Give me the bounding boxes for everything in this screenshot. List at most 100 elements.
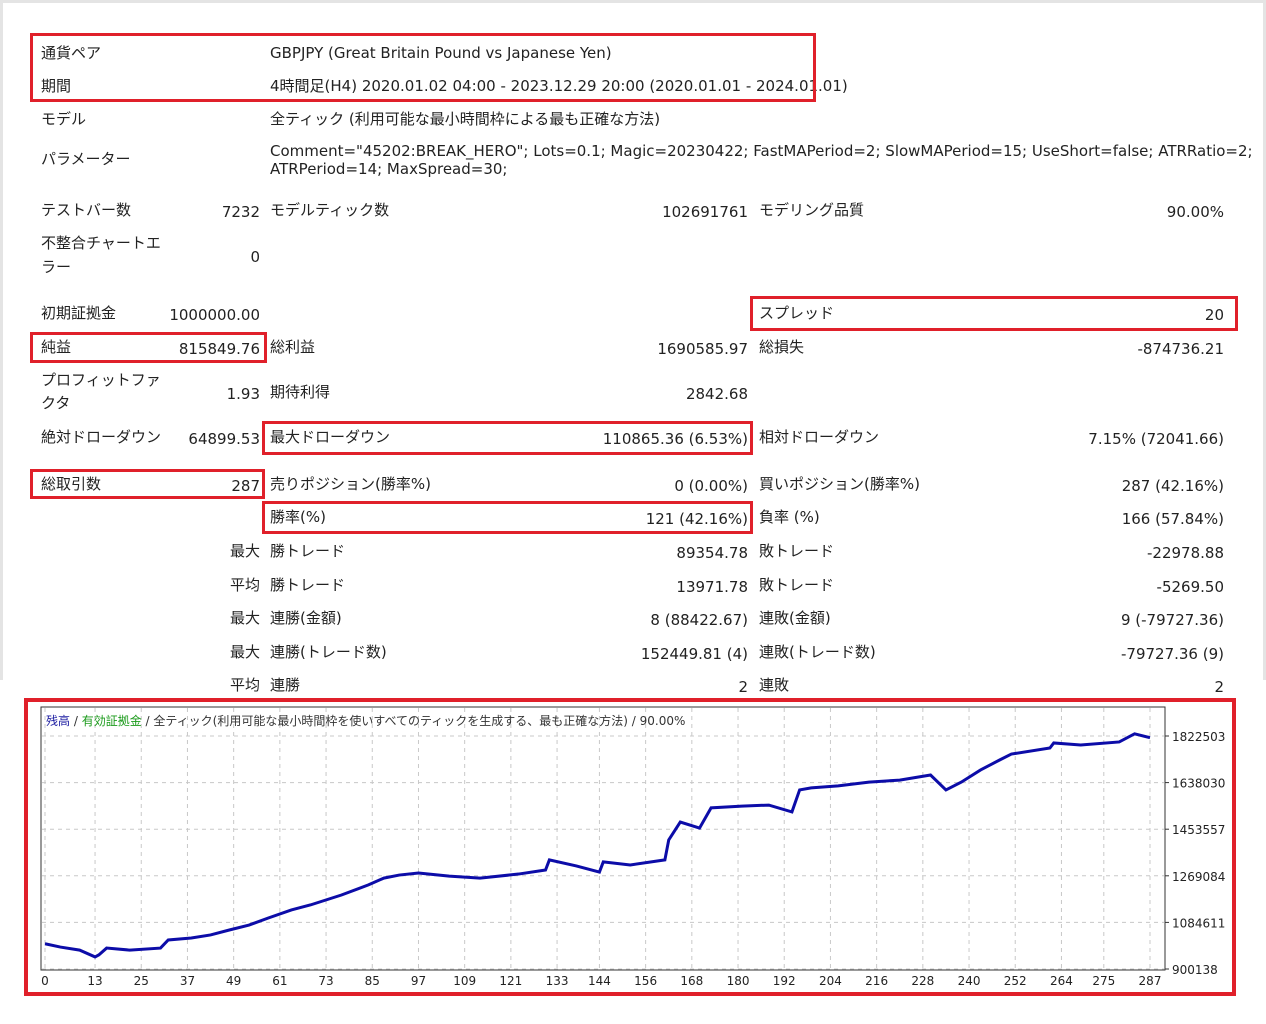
label: 最大 bbox=[229, 642, 260, 661]
legend-rest: / 全ティック(利用可能な最小時間枠を使いすべてのティックを生成する、最も正確な… bbox=[142, 713, 686, 728]
label: 最大 bbox=[229, 542, 260, 560]
legend-equity: 有効証拠金 bbox=[82, 713, 142, 728]
label: 総損失 bbox=[759, 338, 805, 356]
chart-legend: 残高 / 有効証拠金 / 全ティック(利用可能な最小時間枠を使いすべてのティック… bbox=[46, 713, 685, 728]
label: 初期証拠金 bbox=[41, 304, 117, 322]
label: 勝率(%) bbox=[270, 508, 326, 526]
value: 0 (0.00%) bbox=[674, 477, 748, 495]
label: 不整合チャートエ bbox=[41, 234, 161, 252]
label: 連敗 bbox=[759, 676, 790, 694]
x-tick-label: 133 bbox=[546, 974, 569, 988]
value: 64899.53 bbox=[188, 430, 260, 448]
value: 4時間足(H4) 2020.01.02 04:00 - 2023.12.29 2… bbox=[270, 77, 848, 95]
label: 絶対ドローダウン bbox=[41, 428, 162, 446]
value: 90.00% bbox=[1166, 203, 1224, 221]
x-tick-label: 121 bbox=[499, 974, 522, 988]
label: 連敗(金額) bbox=[759, 609, 831, 627]
label: 敗トレード bbox=[759, 542, 835, 560]
x-tick-label: 25 bbox=[134, 974, 149, 988]
value: 1690585.97 bbox=[657, 340, 748, 358]
balance-line bbox=[44, 732, 1151, 959]
x-tick-label: 168 bbox=[680, 974, 703, 988]
label: 期待利得 bbox=[270, 383, 331, 401]
label: 平均 bbox=[229, 676, 260, 694]
value: 287 bbox=[231, 477, 260, 495]
label: 相対ドローダウン bbox=[759, 428, 880, 446]
value: 8 (88422.67) bbox=[650, 611, 748, 629]
label: プロフィットファ bbox=[41, 371, 161, 389]
x-tick-label: 85 bbox=[365, 974, 380, 988]
label: パラメーター bbox=[41, 150, 131, 168]
value: 2842.68 bbox=[685, 385, 748, 403]
value: -79727.36 (9) bbox=[1120, 644, 1224, 663]
label: 通貨ペア bbox=[41, 44, 102, 62]
value: 9 (-79727.36) bbox=[1120, 611, 1224, 629]
legend-sep: / bbox=[70, 714, 82, 728]
x-tick-label: 73 bbox=[318, 974, 333, 988]
label: 純益 bbox=[41, 338, 72, 356]
x-tick-label: 192 bbox=[773, 974, 796, 988]
value: 2 bbox=[738, 678, 748, 696]
value: 1.93 bbox=[226, 385, 260, 403]
label: 連勝(金額) bbox=[270, 609, 342, 627]
label: 連勝(トレード数) bbox=[270, 642, 387, 661]
y-tick-label: 1269084 bbox=[1172, 870, 1225, 884]
highlight-box bbox=[30, 33, 816, 102]
value: 0 bbox=[250, 248, 260, 266]
label: 負率 (%) bbox=[759, 508, 820, 526]
label: 連敗(トレード数) bbox=[759, 642, 876, 661]
highlight-box bbox=[30, 469, 265, 499]
label: スプレッド bbox=[759, 304, 835, 322]
value: 815849.76 bbox=[178, 340, 260, 358]
label: 期間 bbox=[41, 77, 72, 95]
value: 全ティック (利用可能な最小時間枠による最も正確な方法) bbox=[270, 110, 661, 128]
x-tick-label: 61 bbox=[272, 974, 287, 988]
label: 平均 bbox=[229, 575, 260, 594]
legend-balance: 残高 bbox=[46, 713, 70, 728]
plot-area bbox=[40, 706, 1166, 971]
x-tick-label: 0 bbox=[41, 974, 49, 988]
x-tick-label: 37 bbox=[180, 974, 195, 988]
value: Comment="45202:BREAK_HERO"; Lots=0.1; Ma… bbox=[270, 142, 1253, 160]
value: 110865.36 (6.53%) bbox=[602, 430, 748, 448]
label: 勝トレード bbox=[270, 542, 346, 560]
label: ラー bbox=[41, 258, 72, 276]
value: 152449.81 (4) bbox=[640, 644, 748, 663]
y-tick-label: 900138 bbox=[1172, 963, 1218, 977]
value: 1000000.00 bbox=[169, 306, 260, 324]
x-tick-label: 204 bbox=[819, 974, 842, 988]
x-tick-label: 156 bbox=[634, 974, 657, 988]
value: -22978.88 bbox=[1147, 544, 1224, 562]
x-tick-label: 144 bbox=[588, 974, 611, 988]
label: モデリング品質 bbox=[759, 201, 865, 219]
x-tick-label: 275 bbox=[1092, 974, 1115, 988]
value: 287 (42.16%) bbox=[1121, 477, 1224, 495]
value: GBPJPY (Great Britain Pound vs Japanese … bbox=[270, 44, 612, 62]
highlight-box bbox=[30, 332, 267, 363]
value: 7232 bbox=[221, 203, 260, 221]
label: 総取引数 bbox=[41, 475, 102, 493]
x-tick-label: 180 bbox=[727, 974, 750, 988]
label: 売りポジション(勝率%) bbox=[270, 475, 431, 493]
highlight-box bbox=[262, 421, 753, 455]
label: 連勝 bbox=[270, 676, 301, 694]
value: -5269.50 bbox=[1156, 577, 1224, 596]
value: 121 (42.16%) bbox=[645, 510, 748, 528]
y-tick-label: 1453557 bbox=[1172, 823, 1225, 837]
report-frame bbox=[0, 0, 1266, 680]
value: 102691761 bbox=[662, 203, 748, 221]
highlight-box bbox=[750, 296, 1238, 331]
x-tick-label: 287 bbox=[1139, 974, 1162, 988]
y-tick-label: 1084611 bbox=[1172, 916, 1225, 930]
label: 買いポジション(勝率%) bbox=[759, 475, 920, 493]
value: 89354.78 bbox=[676, 544, 748, 562]
x-tick-label: 13 bbox=[87, 974, 102, 988]
y-tick-label: 1822503 bbox=[1172, 730, 1225, 744]
value: 2 bbox=[1214, 678, 1224, 696]
value: -874736.21 bbox=[1137, 340, 1224, 358]
label: モデル bbox=[41, 110, 87, 128]
value: 166 (57.84%) bbox=[1121, 510, 1224, 528]
x-tick-label: 97 bbox=[411, 974, 426, 988]
x-tick-label: 240 bbox=[958, 974, 981, 988]
